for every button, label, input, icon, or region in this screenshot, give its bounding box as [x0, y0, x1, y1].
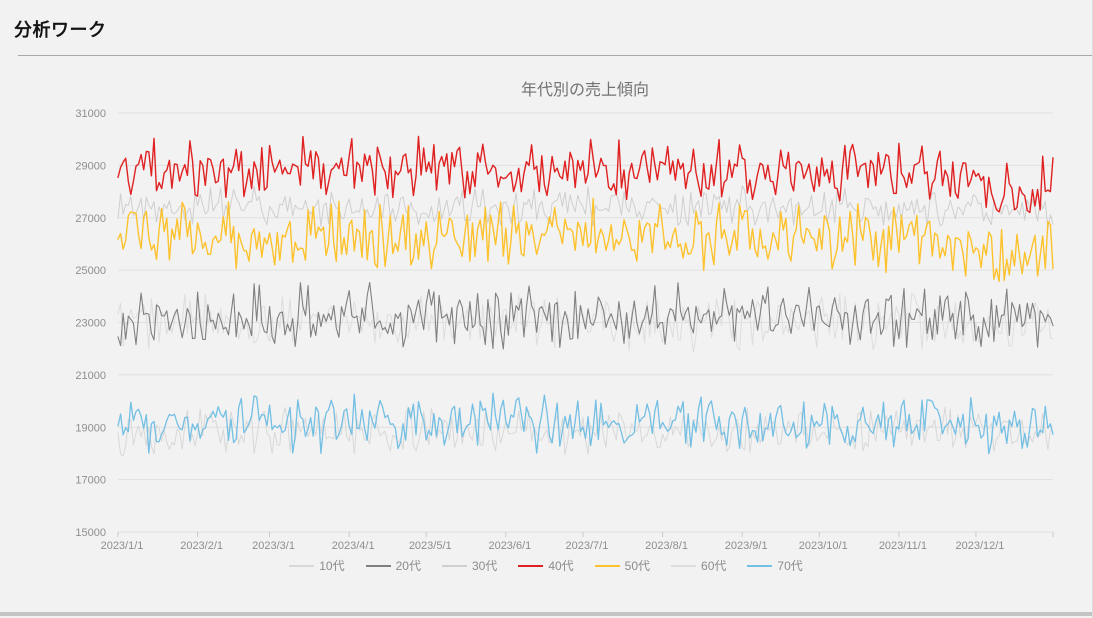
axis-labels: 31000 29000 27000 25000 23000 21000 19000 17000…	[75, 108, 1004, 552]
chart-card: 年代別の売上傾向 31000 29000 27000 25000 23000 21000 1…	[0, 69, 1092, 573]
x-axis-tick-label: 2023/5/1	[409, 540, 452, 552]
x-axis-tick-label: 2023/12/1	[955, 540, 1004, 552]
series-lines	[117, 135, 1054, 457]
y-axis-tick-label: 15000	[75, 527, 106, 539]
series-line-10代	[117, 406, 1054, 457]
legend-swatch	[594, 564, 620, 567]
y-axis-tick-label: 21000	[75, 370, 106, 382]
legend-item-70代: 70代	[747, 557, 803, 574]
legend-label: 20代	[395, 559, 421, 573]
chart-title: 年代別の売上傾向	[521, 81, 649, 99]
x-axis-tick-label: 2023/1/1	[101, 540, 144, 552]
legend-item-40代: 40代	[518, 557, 574, 574]
x-axis-tick-label: 2023/10/1	[799, 540, 848, 552]
sales-trend-line-chart: 年代別の売上傾向 31000 29000 27000 25000 23000 21000 1…	[75, 81, 1054, 552]
x-axis-tick-label: 2023/7/1	[566, 540, 609, 552]
series-line-40代	[117, 135, 1054, 214]
x-axis-tick-label: 2023/4/1	[332, 540, 375, 552]
legend-swatch	[747, 564, 773, 567]
x-axis-tick-label: 2023/8/1	[645, 540, 688, 552]
legend-label: 60代	[701, 559, 727, 573]
legend-swatch	[289, 564, 315, 567]
header-divider	[18, 55, 1092, 56]
chart-legend: 10代 20代 30代 40代 50代 60代 70代	[0, 557, 1092, 574]
legend-swatch	[518, 564, 544, 567]
x-axis-tick-label: 2023/6/1	[488, 540, 531, 552]
series-line-70代	[117, 392, 1054, 455]
series-line-20代	[117, 281, 1054, 350]
legend-item-10代: 10代	[289, 557, 345, 574]
legend-swatch	[365, 564, 391, 567]
legend-item-20代: 20代	[365, 557, 421, 574]
legend-label: 30代	[471, 559, 498, 573]
y-axis-tick-label: 31000	[75, 108, 106, 120]
series-line-50代	[117, 197, 1054, 283]
y-axis-tick-label: 29000	[75, 160, 106, 172]
x-axis-tick-label: 2023/2/1	[180, 540, 223, 552]
legend-label: 50代	[624, 559, 651, 573]
bottom-strip	[0, 612, 1092, 616]
y-axis-tick-label: 25000	[75, 265, 106, 277]
legend-item-50代: 50代	[594, 557, 651, 574]
legend-swatch	[441, 564, 467, 567]
legend-swatch	[671, 564, 697, 567]
series-line-60代	[117, 292, 1054, 353]
x-axis-tick-label: 2023/9/1	[725, 540, 768, 552]
legend-item-60代: 60代	[671, 557, 726, 574]
legend-label: 70代	[777, 559, 803, 573]
y-axis-tick-label: 17000	[75, 475, 106, 487]
page-header: 分析ワーク	[0, 0, 1092, 55]
y-axis-tick-label: 19000	[75, 422, 106, 434]
x-axis-tick-label: 2023/11/1	[879, 540, 927, 552]
legend-label: 10代	[319, 559, 345, 573]
x-axis-tick-label: 2023/3/1	[252, 540, 295, 552]
series-line-30代	[117, 185, 1054, 230]
legend-item-30代: 30代	[441, 557, 498, 574]
page-title: 分析ワーク	[14, 20, 107, 40]
y-axis-tick-label: 27000	[75, 213, 106, 225]
y-axis-tick-label: 23000	[75, 318, 106, 330]
legend-label: 40代	[548, 559, 574, 573]
